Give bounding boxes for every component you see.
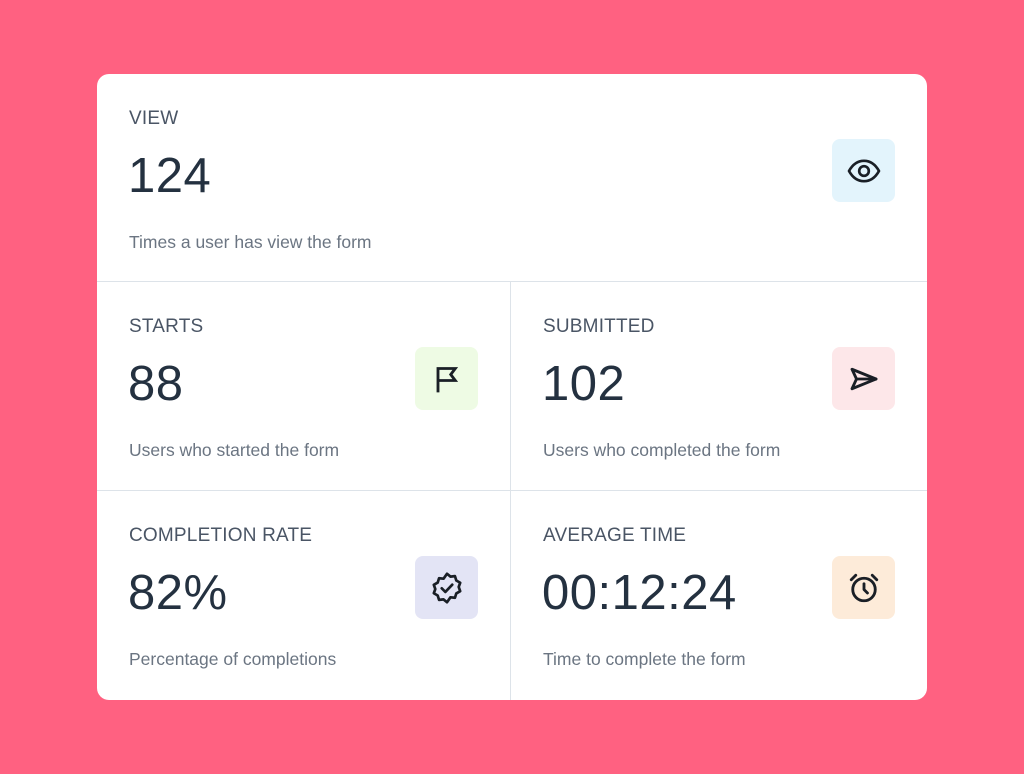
view-description: Times a user has view the form — [129, 232, 372, 252]
submitted-value: 102 — [542, 357, 626, 411]
completion-rate-description: Percentage of completions — [129, 649, 337, 669]
send-icon — [832, 347, 895, 410]
view-stat-cell: VIEW 124 Times a user has view the form — [97, 74, 927, 282]
submitted-description: Users who completed the form — [543, 440, 781, 460]
completion-rate-stat-cell: COMPLETION RATE 82% Percentage of comple… — [97, 491, 511, 700]
average-time-label: AVERAGE TIME — [543, 525, 687, 546]
view-label: VIEW — [129, 108, 179, 129]
form-stats-card: VIEW 124 Times a user has view the form … — [97, 74, 927, 700]
flag-icon — [415, 347, 478, 410]
submitted-stat-cell: SUBMITTED 102 Users who completed the fo… — [511, 282, 927, 491]
alarm-clock-icon — [832, 556, 895, 619]
submitted-label: SUBMITTED — [543, 316, 655, 337]
view-value: 124 — [128, 149, 212, 203]
starts-value: 88 — [128, 357, 184, 411]
starts-label: STARTS — [129, 316, 204, 337]
starts-stat-cell: STARTS 88 Users who started the form — [97, 282, 511, 491]
badge-check-icon — [415, 556, 478, 619]
average-time-description: Time to complete the form — [543, 649, 746, 669]
starts-description: Users who started the form — [129, 440, 340, 460]
average-time-value: 00:12:24 — [542, 566, 737, 620]
average-time-stat-cell: AVERAGE TIME 00:12:24 Time to complete t… — [511, 491, 927, 700]
eye-icon — [832, 139, 895, 202]
completion-rate-value: 82% — [128, 566, 228, 620]
completion-rate-label: COMPLETION RATE — [129, 525, 313, 546]
